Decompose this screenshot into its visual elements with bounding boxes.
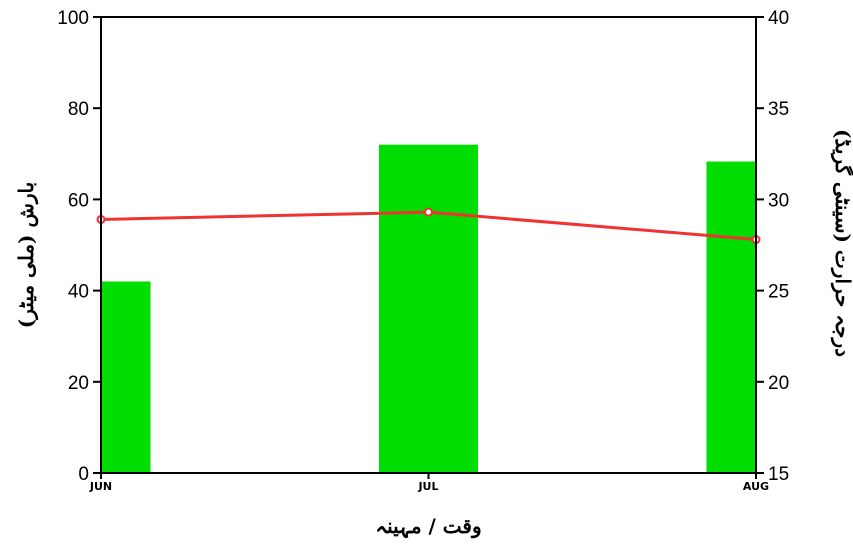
y2-tick-label: 35 [768,99,789,120]
y2-tick-label: 40 [768,8,789,29]
y2-tick-label: 30 [768,190,789,211]
y2-tick-label: 25 [768,282,789,303]
y-tick-label: 20 [68,373,89,394]
bar [706,161,756,473]
y2-tick-label: 15 [768,464,789,485]
y-tick-label: 100 [57,8,89,29]
bar [379,144,478,473]
x-axis-title: وقت / مہینہ [375,514,481,539]
x-tick-label: AUG [743,480,769,493]
x-tick-label: JUN [89,480,112,493]
y2-tick-label: 20 [768,373,789,394]
x-tick-label: JUL [417,480,438,493]
bar [101,281,151,473]
y-tick-label: 60 [68,190,89,211]
right-axis-title: درجہ حرارت (سینٹی گریڈ) [830,129,853,357]
y-tick-label: 80 [68,99,89,120]
right-axis-ticks: 15 20 25 30 35 40 [756,8,789,485]
y-tick-label: 0 [78,464,89,485]
bar-series [101,144,756,473]
left-axis-title: بارش (ملی میٹر) [14,182,39,328]
y-tick-label: 40 [68,282,89,303]
x-axis-ticks: JUN JUL AUG [89,473,769,493]
left-axis-ticks: 0 20 40 60 80 100 [57,8,101,485]
line-point [424,207,433,217]
